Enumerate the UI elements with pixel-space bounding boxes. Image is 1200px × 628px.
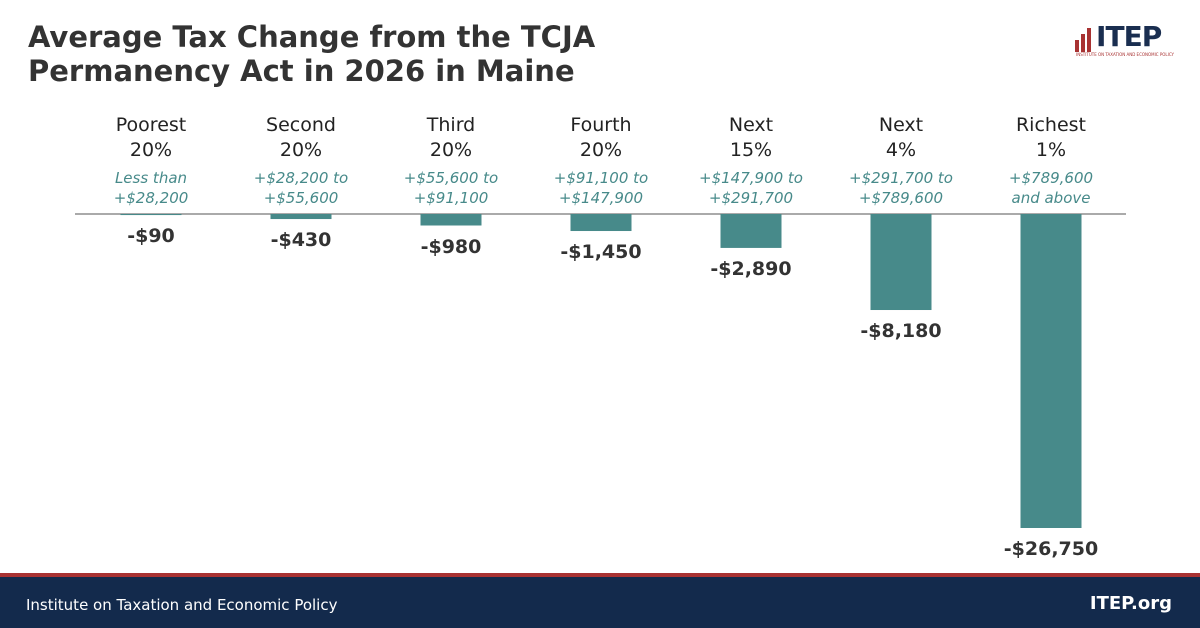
logo-icon <box>1075 28 1092 52</box>
chart-title: Average Tax Change from the TCJA Permane… <box>28 20 596 88</box>
category-label: Next 15% <box>728 114 774 161</box>
value-label: -$26,750 <box>1003 538 1099 560</box>
category-label: Next 4% <box>878 114 924 161</box>
footer-left: Institute on Taxation and Economic Polic… <box>26 596 338 614</box>
bar <box>270 214 332 220</box>
bar <box>420 214 482 226</box>
income-range: +$28,200 to +$55,600 <box>253 169 349 207</box>
chart <box>75 213 1126 528</box>
income-range: +$91,100 to +$147,900 <box>553 169 649 207</box>
value-label: -$90 <box>127 225 175 248</box>
bar <box>870 214 932 311</box>
bar <box>570 214 632 232</box>
bar <box>120 214 182 216</box>
logo: ITEP INSTITUTE ON TAXATION AND ECONOMIC … <box>1074 22 1174 57</box>
bar <box>1020 214 1082 528</box>
footer: Institute on Taxation and Economic Polic… <box>0 573 1200 628</box>
logo-name: ITEP <box>1096 20 1162 53</box>
logo-subtitle: INSTITUTE ON TAXATION AND ECONOMIC POLIC… <box>1076 52 1174 57</box>
income-range: +$147,900 to +$291,700 <box>699 169 803 207</box>
category-label: Third 20% <box>426 114 476 161</box>
value-label: -$8,180 <box>860 320 942 343</box>
bar <box>720 214 782 248</box>
income-range: +$291,700 to +$789,600 <box>849 169 953 207</box>
category-label: Poorest 20% <box>115 114 187 161</box>
value-label: -$1,450 <box>560 241 642 264</box>
value-label: -$980 <box>420 235 482 258</box>
category-label: Fourth 20% <box>570 114 632 161</box>
income-range: Less than +$28,200 <box>113 169 189 207</box>
income-range: +$789,600 and above <box>1008 169 1094 207</box>
income-range: +$55,600 to +$91,100 <box>403 169 499 207</box>
value-label: -$2,890 <box>710 257 792 280</box>
footer-right: ITEP.org <box>1089 593 1172 614</box>
value-label: -$430 <box>270 229 332 252</box>
category-label: Second 20% <box>266 114 336 161</box>
category-label: Richest 1% <box>1015 114 1086 161</box>
